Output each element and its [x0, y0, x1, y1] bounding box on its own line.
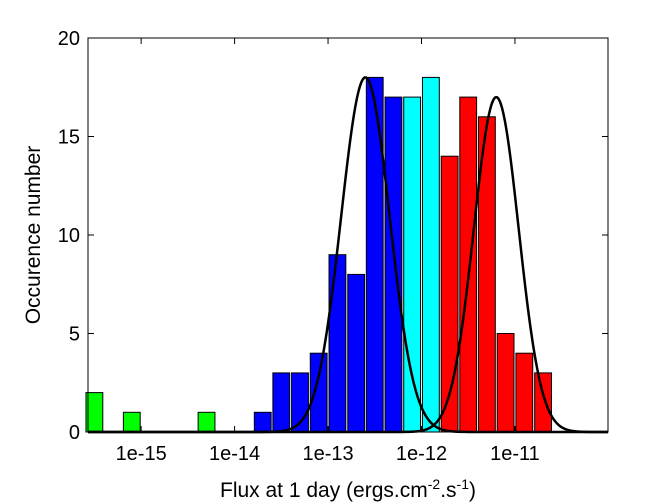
- y-tick-label: 10: [58, 225, 80, 247]
- bar-1: [122, 411, 141, 433]
- x-tick-label: 1e-13: [302, 443, 353, 465]
- bar-4: [253, 411, 272, 433]
- ticks-layer: 0 5 10 15 20 1e-15 1e-14 1e-13 1e-12 1e-11: [58, 28, 608, 465]
- y-tick-label: 15: [58, 127, 80, 149]
- y-tick-label: 20: [58, 28, 80, 50]
- x-tick-label: 1e-11: [490, 443, 540, 465]
- bar-19: [534, 372, 552, 433]
- bar-18: [515, 352, 534, 433]
- bar-5: [272, 372, 291, 433]
- bar-17: [496, 333, 515, 433]
- x-axis-label: Flux at 1 day (ergs.cm-2.s-1): [220, 476, 476, 502]
- y-tick-label: 0: [69, 422, 80, 444]
- bar-7: [309, 352, 328, 433]
- bar-12: [403, 96, 422, 433]
- x-tick-label: 1e-14: [209, 443, 260, 465]
- bar-10: [365, 76, 384, 433]
- bar-2: [197, 411, 216, 433]
- bar-11: [384, 96, 403, 433]
- x-tick-label: 1e-15: [116, 443, 167, 465]
- bar-9: [347, 273, 366, 433]
- y-axis-label: Occurence number: [22, 146, 45, 325]
- y-tick-label: 5: [69, 324, 80, 346]
- bar-15: [459, 96, 478, 433]
- x-tick-label: 1e-12: [396, 443, 447, 465]
- bar-13: [421, 76, 440, 433]
- bar-8: [328, 254, 347, 433]
